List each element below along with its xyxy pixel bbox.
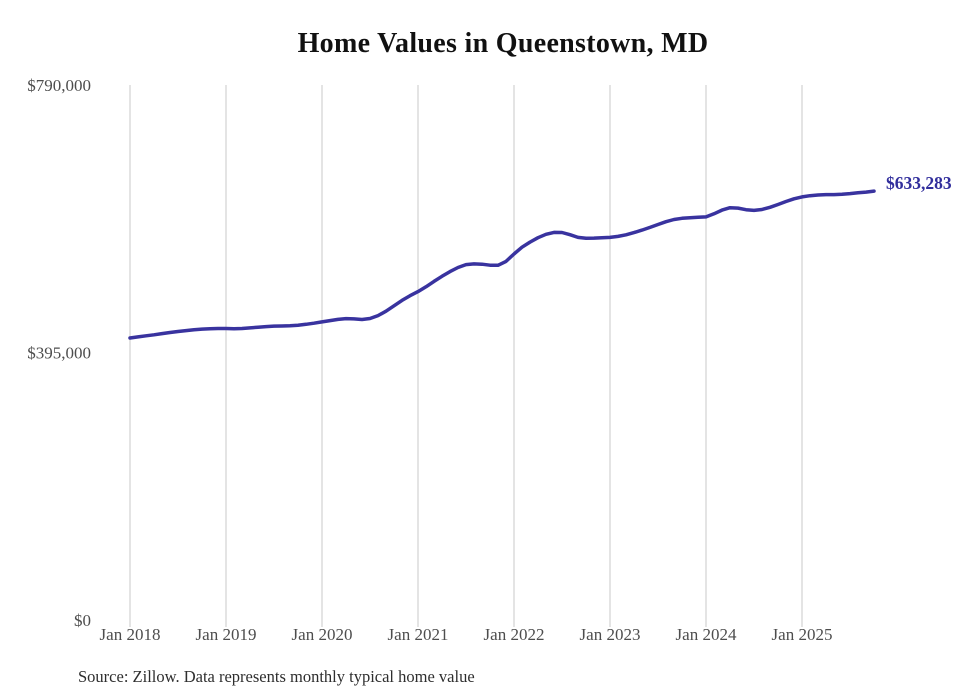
x-tick-label: Jan 2019: [196, 625, 257, 644]
source-note: Source: Zillow. Data represents monthly …: [78, 667, 475, 686]
y-tick-label: $0: [74, 611, 91, 630]
x-tick-label: Jan 2025: [772, 625, 833, 644]
x-tick-label: Jan 2022: [484, 625, 545, 644]
x-tick-label: Jan 2020: [292, 625, 353, 644]
y-tick-label: $395,000: [27, 344, 91, 363]
value-line: [128, 189, 876, 340]
latest-value-label: $633,283: [886, 173, 952, 193]
chart-title: Home Values in Queenstown, MD: [297, 28, 709, 59]
x-tick-label: Jan 2018: [100, 625, 161, 644]
y-tick-label: $790,000: [27, 76, 91, 95]
x-tick-label: Jan 2024: [676, 625, 737, 644]
x-tick-label: Jan 2021: [388, 625, 449, 644]
x-tick-label: Jan 2023: [580, 625, 641, 644]
